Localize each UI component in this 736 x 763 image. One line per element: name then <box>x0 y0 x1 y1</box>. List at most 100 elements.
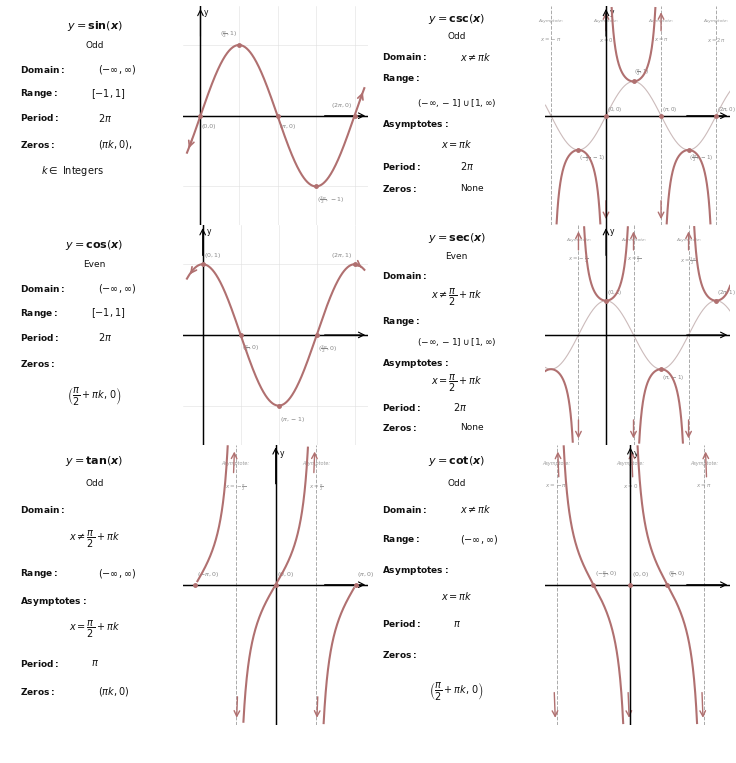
Text: $(2\pi,1)$: $(2\pi,1)$ <box>717 288 736 297</box>
Text: Odd: Odd <box>447 32 466 41</box>
Text: $x\neq\dfrac{\pi}{2}+\pi k$: $x\neq\dfrac{\pi}{2}+\pi k$ <box>431 287 482 308</box>
Text: $(\pi,0)$: $(\pi,0)$ <box>279 122 296 131</box>
Text: $y=\mathrm{\mathbf{sec}}(\boldsymbol{x})$: $y=\mathrm{\mathbf{sec}}(\boldsymbol{x})… <box>428 231 486 246</box>
Text: $\mathbf{Period:}$: $\mathbf{Period:}$ <box>382 161 422 172</box>
Text: $2\pi$: $2\pi$ <box>460 160 475 172</box>
Text: $x=\dfrac{\pi}{2}+\pi k$: $x=\dfrac{\pi}{2}+\pi k$ <box>431 372 482 394</box>
Text: $x\neq\pi k$: $x\neq\pi k$ <box>460 503 492 515</box>
Text: $k \in$ Integers: $k \in$ Integers <box>41 163 105 178</box>
Text: $(\frac{\pi}{2},0)$: $(\frac{\pi}{2},0)$ <box>242 343 259 355</box>
Text: $\mathbf{Period:}$: $\mathbf{Period:}$ <box>20 332 60 343</box>
Text: $x=-\frac{\pi}{2}$: $x=-\frac{\pi}{2}$ <box>568 255 589 266</box>
Text: $\mathbf{Asymptotes:}$: $\mathbf{Asymptotes:}$ <box>382 357 449 370</box>
Text: $\mathbf{Domain:}$: $\mathbf{Domain:}$ <box>20 283 65 295</box>
Text: $\pi$: $\pi$ <box>453 619 461 629</box>
Text: $y=\mathrm{\mathbf{csc}}(\boldsymbol{x})$: $y=\mathrm{\mathbf{csc}}(\boldsymbol{x})… <box>428 12 485 26</box>
Text: $(-\pi,0)$: $(-\pi,0)$ <box>197 570 219 579</box>
Text: $\mathbf{Period:}$: $\mathbf{Period:}$ <box>20 112 60 124</box>
Text: $\mathbf{Domain:}$: $\mathbf{Domain:}$ <box>382 51 427 62</box>
Text: $x\neq\dfrac{\pi}{2}+\pi k$: $x\neq\dfrac{\pi}{2}+\pi k$ <box>69 530 120 550</box>
Text: $(\frac{3\pi}{2},-1)$: $(\frac{3\pi}{2},-1)$ <box>317 195 344 206</box>
Text: $(\frac{3\pi}{2},0)$: $(\frac{3\pi}{2},0)$ <box>318 343 338 355</box>
Text: None: None <box>460 184 484 192</box>
Text: Asymptote:: Asymptote: <box>222 462 250 466</box>
Text: $\mathbf{Range:}$: $\mathbf{Range:}$ <box>382 315 420 328</box>
Text: Graph: Graph <box>619 17 657 27</box>
Text: $(-\infty,\infty)$: $(-\infty,\infty)$ <box>98 282 136 295</box>
Text: $2\pi$: $2\pi$ <box>98 112 113 124</box>
Text: $(\pi,0)$: $(\pi,0)$ <box>357 570 375 579</box>
Text: $\mathbf{Range:}$: $\mathbf{Range:}$ <box>382 533 420 546</box>
Text: $(-\infty,\infty)$: $(-\infty,\infty)$ <box>98 567 136 580</box>
Text: $\mathbf{Domain:}$: $\mathbf{Domain:}$ <box>20 504 65 514</box>
Text: Even: Even <box>83 260 106 269</box>
Text: $y=\mathrm{\mathbf{cos}}(\boldsymbol{x})$: $y=\mathrm{\mathbf{cos}}(\boldsymbol{x})… <box>66 238 124 252</box>
Text: None: None <box>460 423 484 432</box>
Text: $x=-\pi$: $x=-\pi$ <box>545 482 567 489</box>
Text: $x=0$: $x=0$ <box>623 482 638 491</box>
Text: $(\pi k, 0),$: $(\pi k, 0),$ <box>98 137 132 151</box>
Text: Even: Even <box>445 252 468 260</box>
Text: Asymptote:: Asymptote: <box>566 239 591 243</box>
Text: $\mathbf{Zeros:}$: $\mathbf{Zeros:}$ <box>382 182 417 194</box>
Text: y: y <box>280 449 284 458</box>
Text: $(-\infty,-1]\cup[1,\infty)$: $(-\infty,-1]\cup[1,\infty)$ <box>417 336 497 347</box>
Text: $\mathbf{Zeros:}$: $\mathbf{Zeros:}$ <box>20 139 55 150</box>
Text: $\mathbf{Range:}$: $\mathbf{Range:}$ <box>382 72 420 85</box>
Text: $(0,0)$: $(0,0)$ <box>277 570 294 579</box>
Text: $(\frac{\pi}{2},1)$: $(\frac{\pi}{2},1)$ <box>634 68 650 79</box>
Text: $(0,0)$: $(0,0)$ <box>631 570 649 579</box>
Text: Asymptote:: Asymptote: <box>538 19 564 23</box>
Text: $[-1,1]$: $[-1,1]$ <box>91 87 125 101</box>
Text: Asymptote:: Asymptote: <box>302 462 330 466</box>
Text: $\mathbf{Domain:}$: $\mathbf{Domain:}$ <box>382 504 427 514</box>
Text: Asymptote:: Asymptote: <box>593 19 619 23</box>
Text: $\mathbf{Domain:}$: $\mathbf{Domain:}$ <box>382 270 427 282</box>
Text: Asymptote:: Asymptote: <box>648 19 673 23</box>
Text: y: y <box>206 227 211 236</box>
Text: $\pi$: $\pi$ <box>91 658 99 668</box>
Text: $(\pi,-1)$: $(\pi,-1)$ <box>662 373 684 382</box>
Text: $x=\pi$: $x=\pi$ <box>696 482 712 489</box>
Text: y: y <box>204 8 209 17</box>
Text: $x=2\pi$: $x=2\pi$ <box>707 36 725 43</box>
Text: $\mathbf{Period:}$: $\mathbf{Period:}$ <box>382 402 422 413</box>
Text: $(-\frac{\pi}{2},-1)$: $(-\frac{\pi}{2},-1)$ <box>579 153 606 164</box>
Text: $x=\frac{\pi}{2}$: $x=\frac{\pi}{2}$ <box>626 255 640 266</box>
Text: Odd: Odd <box>447 479 466 488</box>
Text: y: y <box>634 449 639 458</box>
Text: $x=\pi k$: $x=\pi k$ <box>441 138 473 150</box>
Text: $\mathbf{Period:}$: $\mathbf{Period:}$ <box>20 658 60 668</box>
Text: $\mathbf{Zeros:}$: $\mathbf{Zeros:}$ <box>20 686 55 697</box>
Text: $(-\infty,\infty)$: $(-\infty,\infty)$ <box>98 63 136 76</box>
Text: $y=\mathrm{\mathbf{sin}}(\boldsymbol{x})$: $y=\mathrm{\mathbf{sin}}(\boldsymbol{x})… <box>67 19 122 33</box>
Text: $x=\pi k$: $x=\pi k$ <box>441 590 473 602</box>
Text: $y=\mathrm{\mathbf{cot}}(\boldsymbol{x})$: $y=\mathrm{\mathbf{cot}}(\boldsymbol{x})… <box>428 454 485 468</box>
Text: $2\pi$: $2\pi$ <box>453 401 467 414</box>
Text: Asymptote:: Asymptote: <box>616 462 645 466</box>
Text: Parent Function: Parent Function <box>407 17 506 27</box>
Text: $x=\pi$: $x=\pi$ <box>654 36 668 43</box>
Text: $(2\pi,1)$: $(2\pi,1)$ <box>331 251 353 260</box>
Text: $(2\pi,0)$: $(2\pi,0)$ <box>717 105 736 114</box>
Text: $\mathbf{Period:}$: $\mathbf{Period:}$ <box>382 619 422 629</box>
Text: $(0,0)$: $(0,0)$ <box>607 105 623 114</box>
Text: $(-\frac{\pi}{2},0)$: $(-\frac{\pi}{2},0)$ <box>595 569 617 580</box>
Text: $(\frac{3\pi}{2},-1)$: $(\frac{3\pi}{2},-1)$ <box>690 153 714 164</box>
Text: Graph: Graph <box>257 17 294 27</box>
Text: $(2\pi,0)$: $(2\pi,0)$ <box>331 101 352 110</box>
Text: $\mathbf{Asymptotes:}$: $\mathbf{Asymptotes:}$ <box>382 118 449 131</box>
Text: $\mathbf{Asymptotes:}$: $\mathbf{Asymptotes:}$ <box>382 564 449 577</box>
Text: $(\frac{\pi}{2},1)$: $(\frac{\pi}{2},1)$ <box>219 30 236 40</box>
Text: $\mathbf{Domain:}$: $\mathbf{Domain:}$ <box>20 64 65 76</box>
Text: y: y <box>609 227 614 236</box>
Text: $(\pi,0)$: $(\pi,0)$ <box>662 105 677 114</box>
Text: $y=\mathrm{\mathbf{tan}}(\boldsymbol{x})$: $y=\mathrm{\mathbf{tan}}(\boldsymbol{x})… <box>66 454 124 468</box>
Text: $(\frac{\pi}{2},0)$: $(\frac{\pi}{2},0)$ <box>668 569 685 580</box>
Text: $x=-\frac{\pi}{2}$: $x=-\frac{\pi}{2}$ <box>224 482 246 493</box>
Text: Parent Function: Parent Function <box>45 17 144 27</box>
Text: $(\pi k, 0)$: $(\pi k, 0)$ <box>98 684 130 697</box>
Text: $2\pi$: $2\pi$ <box>98 331 113 343</box>
Text: Asymptote:: Asymptote: <box>676 239 701 243</box>
Text: $x=\dfrac{\pi}{2}+\pi k$: $x=\dfrac{\pi}{2}+\pi k$ <box>69 619 120 640</box>
